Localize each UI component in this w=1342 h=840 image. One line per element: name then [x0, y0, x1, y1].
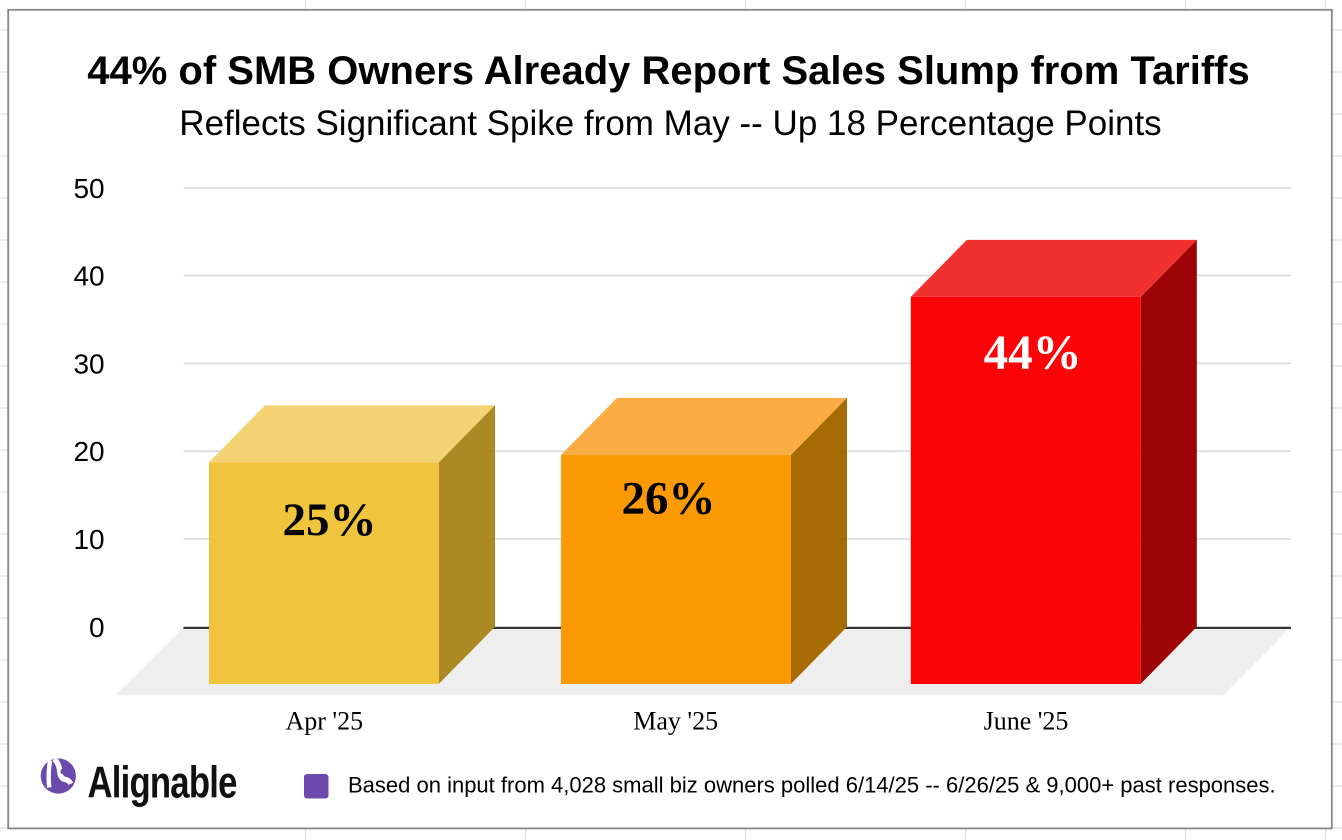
- svg-text:25%: 25%: [283, 494, 377, 546]
- svg-text:10: 10: [73, 524, 104, 555]
- svg-text:40: 40: [73, 261, 104, 292]
- svg-text:20: 20: [73, 436, 104, 467]
- svg-text:Apr '25: Apr '25: [285, 707, 363, 736]
- svg-text:44% of SMB Owners Already Repo: 44% of SMB Owners Already Report Sales S…: [87, 49, 1250, 93]
- svg-text:May '25: May '25: [633, 707, 718, 736]
- svg-text:Based on input from 4,028 smal: Based on input from 4,028 small biz owne…: [348, 773, 1276, 798]
- svg-text:Alignable: Alignable: [87, 758, 236, 807]
- svg-text:26%: 26%: [622, 473, 716, 525]
- svg-text:44%: 44%: [984, 325, 1082, 380]
- svg-text:Reflects Significant Spike fro: Reflects Significant Spike from May -- U…: [179, 104, 1161, 143]
- svg-text:0: 0: [89, 612, 105, 643]
- svg-text:30: 30: [73, 348, 104, 379]
- svg-text:June '25: June '25: [984, 707, 1069, 736]
- svg-text:50: 50: [73, 173, 104, 204]
